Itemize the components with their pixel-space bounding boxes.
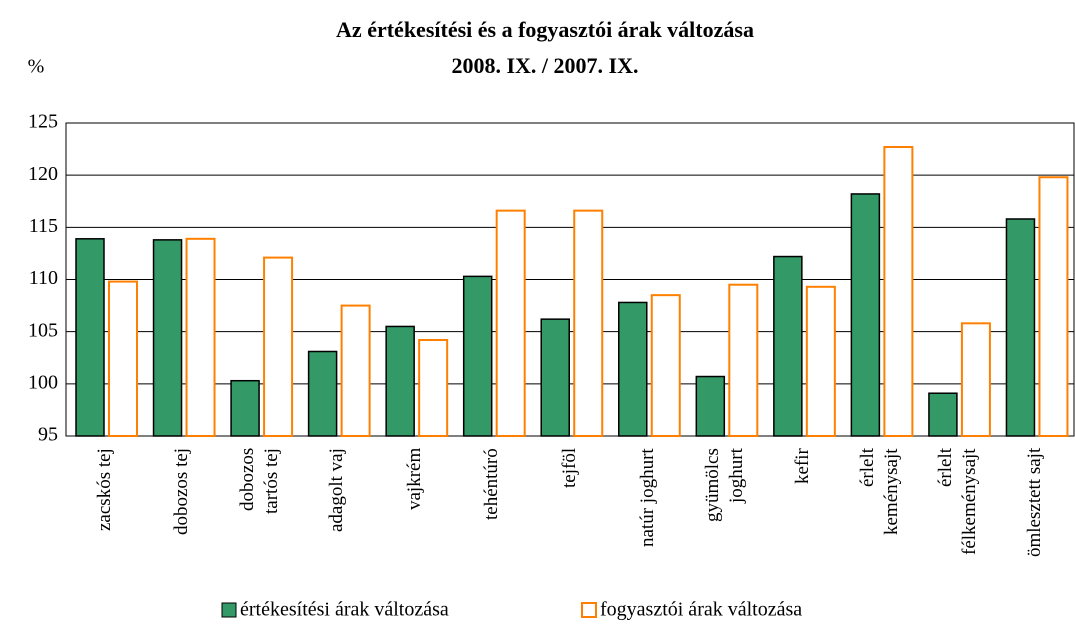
- x-tick-label: tehéntúró: [481, 448, 503, 520]
- bar: [540, 318, 570, 437]
- x-tick-label: ömlesztett sajt: [1024, 448, 1046, 558]
- y-tick-label: 115: [29, 215, 58, 237]
- legend-swatch: [581, 602, 597, 618]
- chart-subtitle: 2008. IX. / 2007. IX.: [451, 53, 638, 78]
- x-tick-label: gyümölcs joghurt: [702, 448, 748, 522]
- bar: [883, 145, 914, 437]
- x-tick-label: kefir: [791, 448, 813, 484]
- bar: [573, 209, 604, 437]
- bar: [263, 256, 294, 437]
- bar: [618, 301, 648, 437]
- x-tick-label: tejföl: [559, 448, 580, 489]
- y-tick-label: 105: [28, 319, 58, 341]
- bar: [695, 375, 726, 437]
- bar: [418, 339, 449, 437]
- x-tick-label: zacskós tej: [93, 448, 115, 531]
- bar: [462, 275, 493, 437]
- bar: [1038, 176, 1069, 437]
- bar: [850, 193, 881, 437]
- x-tick-label: érlelt keménysajt: [857, 448, 903, 535]
- x-tick-label: adagolt vaj: [326, 448, 348, 532]
- x-tick-label: dobozos tartós tej: [236, 448, 282, 514]
- bar: [805, 285, 836, 438]
- bar: [928, 392, 958, 437]
- bar: [773, 255, 803, 437]
- bar: [1005, 218, 1036, 437]
- chart-title: Az értékesítési és a fogyasztói árak vál…: [336, 17, 754, 42]
- legend-label: fogyasztói árak változása: [600, 599, 802, 621]
- x-tick-label: vajkrém: [403, 448, 425, 511]
- bar: [108, 280, 138, 437]
- bar: [152, 239, 183, 437]
- bar: [230, 379, 260, 437]
- legend-label: értékesítési árak változása: [240, 599, 449, 621]
- x-tick-label: dobozos tej: [171, 448, 193, 536]
- bar: [185, 237, 216, 437]
- y-tick-label: 120: [28, 163, 58, 185]
- bar: [728, 283, 759, 438]
- bar: [75, 238, 105, 437]
- x-tick-label: natúr joghurt: [636, 448, 658, 547]
- bar: [495, 209, 526, 437]
- plot-frame: [65, 122, 1075, 437]
- y-tick-label: 125: [28, 111, 58, 133]
- bar: [307, 350, 338, 437]
- y-tick-label: 100: [28, 371, 58, 393]
- x-tick-label: érlelt félkeménysajt: [934, 448, 980, 555]
- y-tick-label: 95: [38, 424, 58, 446]
- y-tick-label: 110: [29, 267, 58, 289]
- legend-swatch: [221, 602, 237, 618]
- bar: [650, 294, 681, 437]
- bar: [340, 304, 371, 438]
- y-axis-label: %: [28, 56, 45, 78]
- bar: [385, 325, 415, 437]
- bar: [960, 322, 991, 438]
